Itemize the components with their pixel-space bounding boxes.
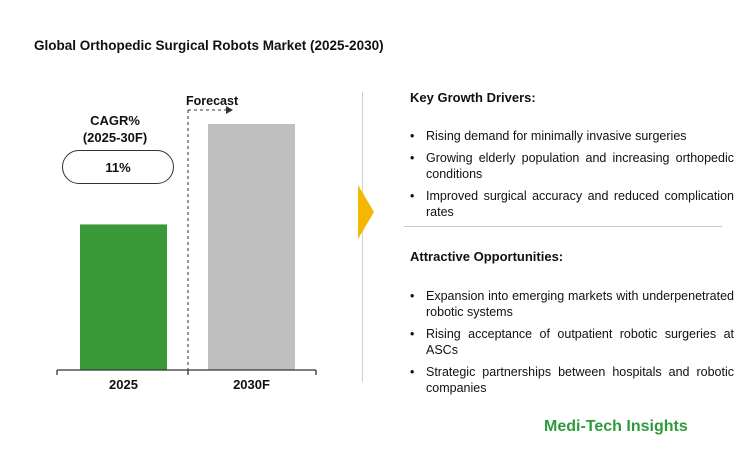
forecast-arrowhead bbox=[226, 106, 233, 114]
list-item: Growing elderly population and increasin… bbox=[410, 150, 734, 182]
bar-chart: Forecast 2025 2030F bbox=[56, 94, 317, 392]
bar-2030f bbox=[208, 124, 295, 370]
horizontal-divider bbox=[404, 226, 722, 227]
cagr-period: (2025-30F) bbox=[82, 130, 148, 145]
brand-logo: Medi-Tech Insights bbox=[544, 418, 688, 435]
cagr-label: CAGR% bbox=[90, 113, 140, 128]
growth-drivers-list: Rising demand for minimally invasive sur… bbox=[410, 128, 734, 226]
list-item: Rising acceptance of outpatient robotic … bbox=[410, 326, 734, 358]
list-item: Strategic partnerships between hospitals… bbox=[410, 364, 734, 396]
cagr-value-pill: 11% bbox=[62, 150, 174, 184]
opportunities-list: Expansion into emerging markets with und… bbox=[410, 288, 734, 402]
right-arrow-icon bbox=[358, 185, 374, 239]
chart-title: Global Orthopedic Surgical Robots Market… bbox=[34, 38, 384, 53]
forecast-label: Forecast bbox=[186, 94, 239, 108]
x-tick-label-2025: 2025 bbox=[109, 377, 138, 392]
opportunities-heading: Attractive Opportunities: bbox=[410, 249, 564, 264]
cagr-title: CAGR% (2025-30F) bbox=[60, 112, 170, 146]
list-item: Improved surgical accuracy and reduced c… bbox=[410, 188, 734, 220]
growth-drivers-heading: Key Growth Drivers: bbox=[410, 90, 536, 105]
bar-2025 bbox=[80, 224, 167, 370]
list-item: Expansion into emerging markets with und… bbox=[410, 288, 734, 320]
cagr-value: 11% bbox=[105, 159, 131, 175]
x-tick-label-2030f: 2030F bbox=[233, 377, 270, 392]
list-item: Rising demand for minimally invasive sur… bbox=[410, 128, 734, 144]
